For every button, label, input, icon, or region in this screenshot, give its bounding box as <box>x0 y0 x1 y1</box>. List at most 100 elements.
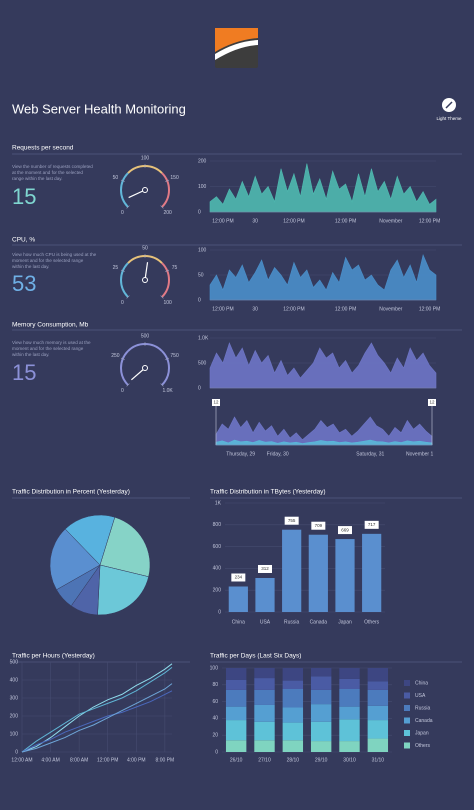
x-tick-label: 29/10 <box>315 757 328 763</box>
legend-swatch <box>404 717 410 724</box>
x-tick-label: 12:00 PM <box>97 757 118 763</box>
value-label: 717 <box>368 522 376 527</box>
legend-label: China <box>415 680 428 686</box>
description: View the number of requests completed <box>12 164 93 169</box>
bar-segment <box>282 680 304 689</box>
legend-swatch <box>404 705 410 711</box>
y-tick-label: 600 <box>213 544 222 550</box>
gauge-tick-label: 0 <box>121 300 124 306</box>
description: within the last day. <box>12 264 49 269</box>
value-label: 312 <box>261 566 269 571</box>
handle-box <box>428 399 436 406</box>
y-tick-label: 500 <box>198 360 207 366</box>
bar-segment <box>367 720 389 739</box>
x-tick-label: November 1 <box>406 451 433 457</box>
gauge-tick <box>126 205 130 209</box>
gauge-tick-label: 0 <box>121 388 124 394</box>
y-tick-label: 300 <box>10 695 19 701</box>
bar-segment <box>254 740 275 752</box>
y-tick-label: 100 <box>210 665 219 671</box>
gauge-arc <box>161 172 170 208</box>
value-label: 709 <box>315 523 323 528</box>
gauge-arc <box>120 350 129 386</box>
section-title: Requests per second <box>12 145 74 152</box>
bar-segment <box>339 668 360 679</box>
bar-segment <box>254 678 275 690</box>
bar <box>362 533 382 612</box>
bar-segment <box>339 719 360 742</box>
legend-swatch <box>404 692 410 699</box>
page-title: Web Server Health Monitoring <box>12 101 186 116</box>
y-tick-label: 800 <box>213 522 222 528</box>
y-tick-label: 20 <box>212 733 218 739</box>
gauge-arc <box>161 350 170 386</box>
section-title: Traffic per Days (Last Six Days) <box>210 653 301 660</box>
bar-segment <box>339 706 360 720</box>
bar-segment <box>367 705 389 721</box>
x-tick-label: 8:00 AM <box>70 757 88 763</box>
gauge-arc <box>161 262 170 298</box>
value-label-box <box>284 516 299 525</box>
bar-segment <box>310 668 332 677</box>
bar <box>282 529 302 612</box>
gauge-tick-label: 150 <box>170 175 179 181</box>
line <box>21 663 173 753</box>
x-tick-label: Canada <box>310 619 328 625</box>
y-tick-label: 80 <box>212 682 218 688</box>
x-tick-label: Japan <box>338 619 352 625</box>
theme-icon <box>445 101 453 109</box>
bar <box>255 577 275 612</box>
x-tick-label: 12:00 PM <box>212 218 233 224</box>
value-label: 234 <box>235 575 243 580</box>
bar-segment <box>282 707 304 723</box>
x-tick-label: 28/10 <box>287 757 300 763</box>
theme-label[interactable]: Light Theme <box>437 116 462 121</box>
current-value: 15 <box>12 360 36 385</box>
value-label-box <box>231 573 246 582</box>
area <box>209 342 437 389</box>
y-tick-label: 100 <box>198 247 207 253</box>
x-tick-label: 12:00 PM <box>419 306 440 312</box>
gauge-tick <box>165 179 170 182</box>
area <box>209 254 437 301</box>
gauge-tick-label: 250 <box>111 353 120 359</box>
bar-segment <box>225 689 247 707</box>
bar-segment <box>367 689 389 706</box>
bar <box>308 534 328 612</box>
x-tick-label: Others <box>364 619 380 625</box>
bar-segment <box>282 689 304 708</box>
x-tick-label: 12:00 PM <box>212 306 233 312</box>
gauge-tick <box>126 295 130 299</box>
bar-segment <box>282 668 304 681</box>
area <box>215 416 433 446</box>
legend-swatch <box>404 730 410 736</box>
gauge-arc <box>120 172 129 208</box>
bar-segment <box>339 689 360 707</box>
y-tick-label: 200 <box>198 158 207 164</box>
description: View how much memory is used at the <box>12 340 91 345</box>
area <box>215 439 433 446</box>
x-tick-label: 12:00 PM <box>335 306 356 312</box>
x-tick-label: Saturday, 31 <box>356 451 384 457</box>
gauge-arc <box>120 262 129 298</box>
x-tick-label: 26/10 <box>230 757 243 763</box>
gauge-tick-label: 50 <box>113 175 119 181</box>
pie-slice <box>64 514 116 566</box>
description: moment and for the selected range <box>12 258 84 263</box>
line <box>21 667 173 753</box>
logo-swoosh <box>215 40 258 60</box>
current-value: 15 <box>12 184 36 209</box>
y-tick-label: 0 <box>215 749 218 755</box>
x-tick-label: 12:00 AM <box>11 757 32 763</box>
description: within the last day. <box>12 352 49 357</box>
x-tick-label: 30/10 <box>343 757 356 763</box>
value-label: 755 <box>288 518 296 523</box>
x-tick-label: 4:00 PM <box>127 757 146 763</box>
gauge-tick-label: 200 <box>163 210 172 216</box>
bar-segment <box>254 668 275 679</box>
bar-segment <box>225 720 247 741</box>
description: moment and for the selected range <box>12 346 84 351</box>
x-tick-label: November <box>379 306 402 312</box>
bar-segment <box>339 678 360 689</box>
handle-label: 12 <box>213 400 219 405</box>
